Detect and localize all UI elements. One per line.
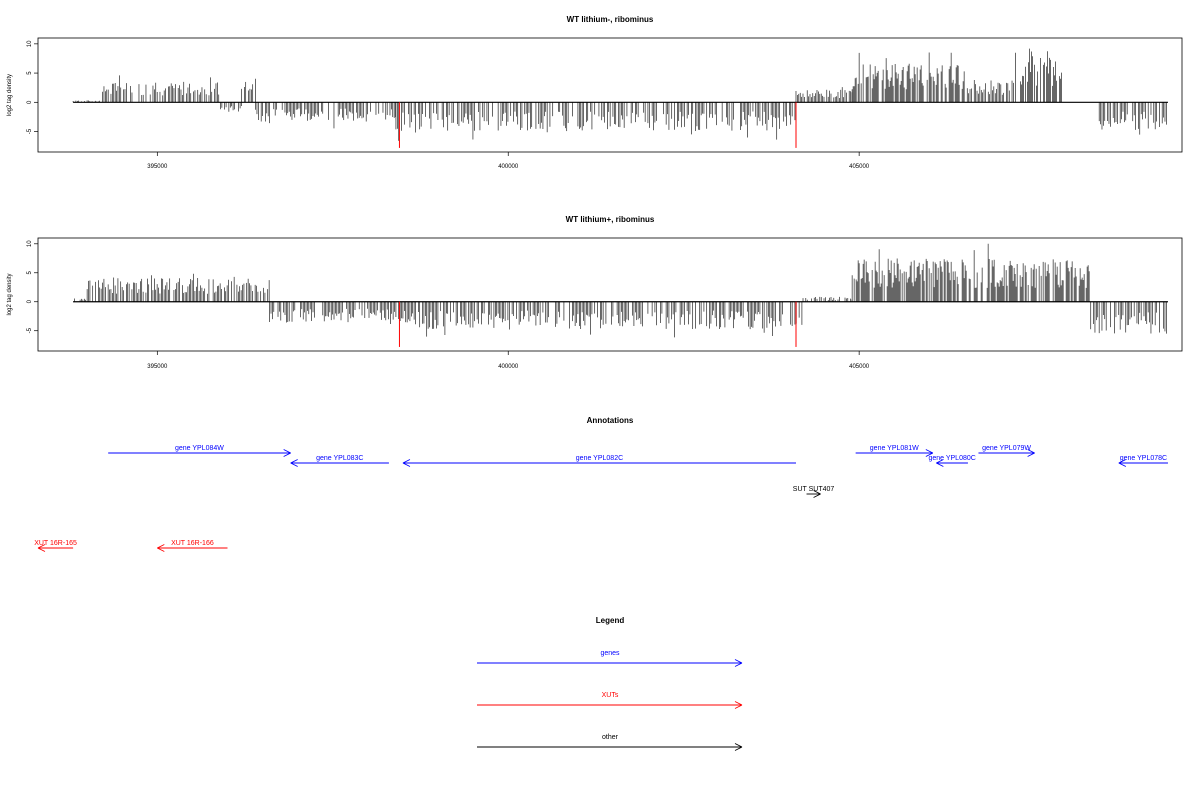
legend-label: genes bbox=[600, 650, 620, 657]
legend-label: XUTs bbox=[602, 692, 619, 699]
panel-title: WT lithium-, ribominus bbox=[567, 15, 654, 24]
y-axis-label: log2 tag density bbox=[7, 74, 13, 116]
x-tick-label: 400000 bbox=[498, 164, 519, 170]
feature-arrow bbox=[936, 459, 968, 467]
feature-arrow bbox=[108, 449, 291, 457]
y-tick-label: 5 bbox=[27, 270, 33, 274]
panel-title: WT lithium+, ribominus bbox=[566, 215, 655, 224]
y-tick-label: 5 bbox=[27, 71, 33, 75]
legend-label: other bbox=[602, 734, 619, 741]
feature-label: gene YPL081W bbox=[870, 445, 919, 452]
y-tick-label: 10 bbox=[27, 40, 33, 47]
feature-label: XUT 16R-165 bbox=[34, 540, 77, 547]
y-tick-label: 0 bbox=[27, 100, 33, 104]
y-tick-label: -5 bbox=[27, 128, 33, 134]
feature-label: gene YPL079W bbox=[982, 445, 1031, 452]
y-axis-label: log2 tag density bbox=[7, 273, 13, 315]
feature-label: gene YPL084W bbox=[175, 445, 224, 452]
legend: Legend genes XUTs other bbox=[477, 616, 743, 751]
x-tick-label: 400000 bbox=[498, 364, 519, 370]
x-tick-label: 395000 bbox=[147, 164, 168, 170]
feature-label: gene YPL082C bbox=[576, 455, 623, 462]
legend-arrow-xut bbox=[477, 701, 743, 709]
y-tick-label: 0 bbox=[27, 299, 33, 303]
y-tick-label: 10 bbox=[27, 240, 33, 247]
x-tick-label: 405000 bbox=[849, 364, 870, 370]
legend-arrow-gene bbox=[477, 659, 743, 667]
feature-label: XUT 16R-166 bbox=[171, 540, 214, 547]
feature-arrow bbox=[1118, 459, 1168, 467]
feature-arrow bbox=[402, 459, 796, 467]
feature-arrow bbox=[157, 544, 228, 552]
coverage-panel-lithium-plus: WT lithium+, ribominus log2 tag density -5… bbox=[7, 215, 1183, 370]
feature-label: gene YPL078C bbox=[1120, 455, 1167, 462]
coverage-panel-lithium-minus: WT lithium-, ribominus log2 tag density -5… bbox=[7, 15, 1183, 170]
x-tick-label: 395000 bbox=[147, 364, 168, 370]
x-tick-label: 405000 bbox=[849, 164, 870, 170]
legend-title: Legend bbox=[596, 616, 625, 625]
plot-frame bbox=[37, 37, 1183, 153]
annotations-title: Annotations bbox=[587, 416, 634, 425]
feature-label: gene YPL083C bbox=[316, 455, 363, 462]
feature-arrow bbox=[978, 449, 1035, 457]
feature-arrow bbox=[290, 459, 389, 467]
y-tick-label: -5 bbox=[27, 327, 33, 333]
coverage-bars bbox=[72, 48, 1167, 141]
feature-label: SUT SUT407 bbox=[793, 486, 835, 493]
legend-arrow-other bbox=[477, 743, 743, 751]
feature-arrow bbox=[37, 544, 74, 552]
coverage-bars bbox=[74, 243, 1167, 338]
feature-arrow bbox=[855, 449, 934, 457]
plot-frame bbox=[37, 237, 1183, 352]
annotations-track: Annotations gene YPL084W gene YPL083C gene… bbox=[34, 416, 1168, 552]
feature-arrow bbox=[806, 490, 821, 498]
feature-label: gene YPL080C bbox=[928, 455, 975, 462]
